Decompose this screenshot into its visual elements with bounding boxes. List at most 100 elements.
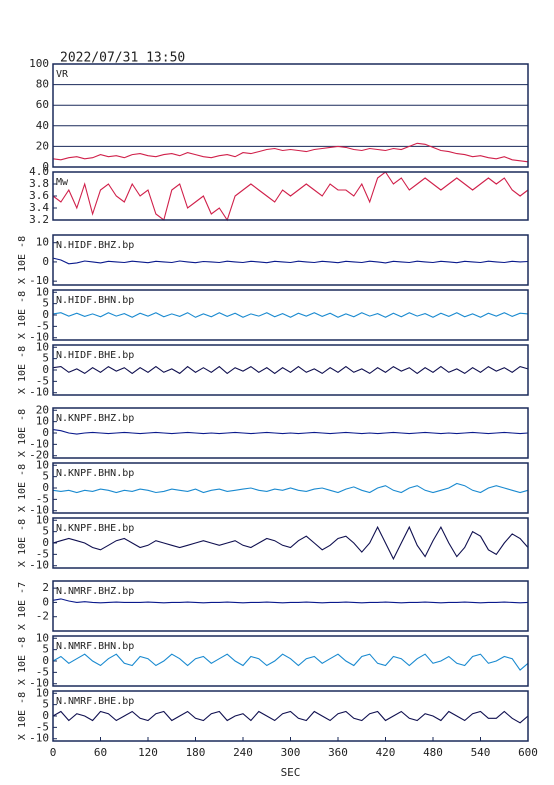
panel-frame <box>52 407 529 459</box>
y-tick-label: 5 <box>42 297 49 310</box>
y-tick-label: 0 <box>42 595 49 608</box>
y-tick-label: 3.2 <box>29 213 49 226</box>
panel-label: Mw <box>56 177 69 188</box>
y-tick-label: 3.4 <box>29 201 49 214</box>
panel-frame <box>52 63 529 168</box>
y-axis-label: X 10E -8 <box>17 637 28 685</box>
y-tick-label: -20 <box>29 449 49 462</box>
y-tick-label: -10 <box>29 437 49 450</box>
y-tick-label: 10 <box>36 236 49 249</box>
y-tick-label: 60 <box>36 98 49 111</box>
waveform-line <box>52 257 529 265</box>
panel-frame <box>52 289 529 341</box>
panel-frame <box>52 344 529 396</box>
y-tick-label: -5 <box>36 547 49 560</box>
y-tick-label: 0 <box>42 654 49 667</box>
y-tick-label: 0 <box>42 255 49 268</box>
y-tick-label: -10 <box>29 732 49 745</box>
waveform-line <box>52 482 529 494</box>
panel-frame <box>52 234 529 286</box>
y-tick-label: 10 <box>36 285 49 298</box>
x-tick-label: 480 <box>423 746 443 759</box>
y-axis-label: X 10E -8 <box>17 464 28 512</box>
y-tick-label: 100 <box>29 57 49 70</box>
y-tick-label: 3.8 <box>29 177 49 190</box>
y-tick-label: 20 <box>36 139 49 152</box>
y-tick-label: 0 <box>42 426 49 439</box>
y-tick-label: 0 <box>42 536 49 549</box>
waveform-line <box>52 653 529 671</box>
waveform-line <box>52 598 529 604</box>
y-tick-label: -5 <box>36 374 49 387</box>
x-tick-label: 540 <box>471 746 491 759</box>
y-tick-label: 10 <box>36 340 49 353</box>
x-tick-label: 420 <box>376 746 396 759</box>
waveform-line <box>52 171 529 222</box>
waveform-line <box>52 429 529 435</box>
y-tick-label: -5 <box>36 665 49 678</box>
y-tick-label: 0 <box>42 363 49 376</box>
y-tick-label: 3.6 <box>29 189 49 202</box>
panel-frame <box>52 462 529 514</box>
x-axis-label: SEC <box>281 766 301 779</box>
waveform-line <box>52 365 529 375</box>
x-tick-label: 300 <box>281 746 301 759</box>
y-tick-label: -5 <box>36 319 49 332</box>
y-tick-label: 20 <box>36 403 49 416</box>
y-tick-label: 0 <box>42 308 49 321</box>
y-tick-label: 5 <box>42 643 49 656</box>
y-tick-label: -10 <box>29 559 49 572</box>
y-tick-label: 4.0 <box>29 165 49 178</box>
panel-label: N.HIDF.BHZ.bp <box>56 240 134 251</box>
panel-frame <box>52 171 529 221</box>
y-tick-label: 40 <box>36 119 49 132</box>
panel-label: N.KNPF.BHN.bp <box>56 468 134 479</box>
x-tick-label: 240 <box>233 746 253 759</box>
y-axis-label: X 10E -7 <box>17 582 28 630</box>
y-tick-label: 5 <box>42 470 49 483</box>
panel-frame <box>52 517 529 569</box>
y-tick-label: 0 <box>42 481 49 494</box>
x-tick-label: 60 <box>94 746 107 759</box>
panel-label: N.NMRF.BHN.bp <box>56 641 134 652</box>
y-tick-label: 5 <box>42 698 49 711</box>
waveform-line <box>52 142 529 163</box>
y-axis-label: X 10E -8 <box>17 692 28 740</box>
y-tick-label: 80 <box>36 78 49 91</box>
panel-frame <box>52 580 529 632</box>
panel-label: N.NMRF.BHZ.bp <box>56 586 134 597</box>
y-tick-label: -10 <box>29 274 49 287</box>
y-axis-label: X 10E -8 <box>17 291 28 339</box>
panel-label: N.KNPF.BHE.bp <box>56 523 134 534</box>
y-tick-label: -5 <box>36 720 49 733</box>
waveform-line <box>52 710 529 724</box>
y-tick-label: 5 <box>42 352 49 365</box>
panel-label: N.HIDF.BHE.bp <box>56 350 134 361</box>
y-tick-label: 5 <box>42 525 49 538</box>
x-tick-label: 180 <box>186 746 206 759</box>
y-tick-label: 0 <box>42 709 49 722</box>
y-axis-label: X 10E -8 <box>17 236 28 284</box>
waveform-line <box>52 525 529 561</box>
x-tick-label: 120 <box>138 746 158 759</box>
y-tick-label: 10 <box>36 415 49 428</box>
panel-frame <box>52 635 529 687</box>
y-tick-label: -10 <box>29 677 49 690</box>
panel-label: N.NMRF.BHE.bp <box>56 696 134 707</box>
y-tick-label: 10 <box>36 513 49 526</box>
waveform-line <box>52 312 529 318</box>
y-axis-label: X 10E -8 <box>17 409 28 457</box>
y-axis-label: X 10E -8 <box>17 346 28 394</box>
y-tick-label: -10 <box>29 386 49 399</box>
y-tick-label: 10 <box>36 631 49 644</box>
x-tick-label: 600 <box>518 746 538 759</box>
y-tick-label: -10 <box>29 331 49 344</box>
y-tick-label: 10 <box>36 458 49 471</box>
x-tick-label: 360 <box>328 746 348 759</box>
y-tick-label: 0 <box>42 160 49 173</box>
panel-label: VR <box>56 69 69 80</box>
y-axis-label: X 10E -8 <box>17 519 28 567</box>
panel-label: N.HIDF.BHN.bp <box>56 295 134 306</box>
chart-title: 2022/07/31 13:50 <box>60 51 185 66</box>
